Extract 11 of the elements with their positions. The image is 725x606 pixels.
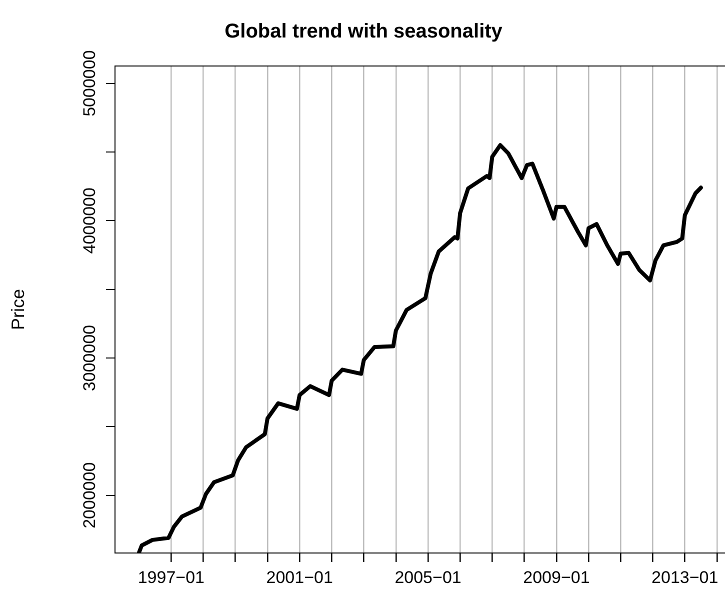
y-tick-label: 4000000 [80,188,100,254]
x-tick-label: 2013−01 [652,568,718,587]
x-tick-label: 1997−01 [138,568,205,587]
y-axis-title: Price [8,288,28,330]
y-tick-label: 5000000 [80,50,100,116]
x-tick-label: 2001−01 [266,568,333,587]
y-tick-label: 3000000 [80,324,100,392]
chart-title: Global trend with seasonality [224,20,504,43]
y-tick-label: 2000000 [80,462,100,528]
x-tick-label: 2005−01 [394,568,462,587]
x-tick-label: 2009−01 [523,568,590,587]
